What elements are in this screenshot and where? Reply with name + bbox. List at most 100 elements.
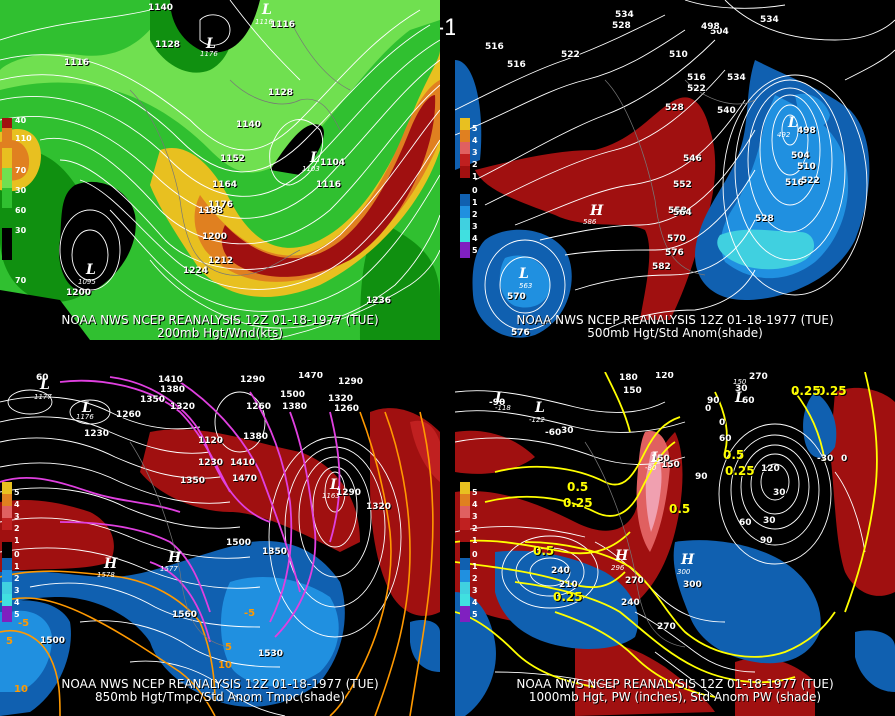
height-label: 1116 (270, 20, 296, 30)
height-label: 1116 (64, 58, 90, 68)
height-label: 1380 (243, 432, 269, 442)
height-label: 1470 (298, 372, 324, 381)
height-label: 60 (739, 518, 752, 528)
panel-200mb-footer-line1: NOAA NWS NCEP REANALYSIS 12Z 01-18-1977 … (61, 313, 379, 327)
high-value: 296 (611, 564, 625, 572)
height-label: 150 (651, 454, 670, 464)
low-symbol: L (310, 150, 320, 166)
panel-200mb: 40 110 70 30 60 30 70 1140 1116 1128 111… (0, 0, 440, 340)
high-symbol: H (615, 548, 629, 564)
height-label: 1380 (282, 402, 308, 412)
colorbar-label: 4 (472, 500, 478, 509)
height-label: 180 (619, 373, 638, 383)
height-label: 1200 (202, 232, 228, 242)
height-label: 558 (668, 206, 687, 216)
height-label: 90 (760, 536, 773, 546)
height-label: 1188 (198, 206, 224, 216)
panel-200mb-colorbar (2, 118, 12, 260)
height-label: 1260 (334, 404, 360, 414)
height-label: 1140 (236, 120, 262, 130)
panel-500mb-map (455, 0, 895, 340)
colorbar-label: 0 (472, 550, 478, 559)
colorbar-label: 2 (14, 524, 20, 533)
height-label: 552 (673, 180, 692, 190)
low-value: 1176 (76, 413, 94, 421)
height-label: 1320 (366, 502, 392, 512)
pw-label: 0.5 (567, 480, 589, 494)
colorbar-label: 5 (472, 488, 478, 497)
height-label: 516 (485, 42, 504, 52)
height-label: 1176 (208, 200, 234, 210)
height-label: -60 (545, 428, 562, 438)
colorbar-label: 70 (15, 276, 27, 285)
pw-label: 0.25 (563, 496, 593, 510)
colorbar-label: 5 (14, 610, 20, 619)
high-symbol: H (104, 556, 118, 572)
colorbar-label: 4 (472, 234, 478, 243)
height-label: 522 (687, 84, 706, 94)
low-symbol: L (262, 2, 272, 18)
panel-200mb-footer-line2: 200mb Hgt/Wnd(kts) (157, 326, 283, 340)
colorbar-label: 4 (14, 598, 20, 607)
colorbar-label: 2 (14, 574, 20, 583)
height-label: 576 (511, 328, 530, 338)
height-label: 120 (761, 464, 780, 474)
panel-500mb: 5 4 3 2 1 0 1 2 3 4 5 534 528 516 522 51… (455, 0, 895, 340)
colorbar-label: 3 (14, 586, 20, 595)
temp-label: -5 (18, 618, 30, 629)
colorbar-label: 1 (472, 172, 478, 181)
panel-1000mb: 5 4 3 2 1 0 1 2 3 4 5 180 120 -90 150 27… (455, 372, 895, 716)
height-label: 1120 (198, 436, 224, 446)
temp-label: 5 (225, 642, 232, 653)
colorbar-label: 3 (472, 512, 478, 521)
panel-200mb-map (0, 0, 440, 340)
low-value: 1163 (322, 492, 340, 500)
low-value: -122 (529, 416, 545, 424)
height-label: 504 (710, 27, 729, 37)
height-label: 498 (797, 126, 816, 136)
height-label: 1260 (116, 410, 142, 420)
height-label: 1290 (338, 377, 364, 387)
colorbar-label: 1 (472, 198, 478, 207)
low-value: 563 (519, 282, 533, 290)
height-label: 270 (657, 622, 676, 632)
low-symbol: L (735, 390, 745, 406)
height-label: 1560 (172, 610, 198, 620)
height-label: 1320 (328, 394, 354, 404)
height-label: 1500 (226, 538, 252, 548)
panel-500mb-footer-line1: NOAA NWS NCEP REANALYSIS 12Z 01-18-1977 … (516, 313, 834, 327)
high-symbol: H (681, 552, 695, 568)
height-label: 30 (735, 384, 748, 394)
height-label: 210 (559, 580, 578, 590)
colorbar-label: 0 (472, 186, 478, 195)
height-label: 540 (717, 106, 736, 116)
height-label: 570 (507, 292, 526, 302)
colorbar-label: 2 (472, 524, 478, 533)
height-label: 120 (655, 372, 674, 381)
height-label: 60 (36, 373, 49, 383)
colorbar-label: 5 (472, 124, 478, 133)
colorbar-label: 1 (14, 562, 20, 571)
colorbar-label: 2 (472, 210, 478, 219)
colorbar-label: 70 (15, 166, 27, 175)
height-label: 1350 (140, 395, 166, 405)
height-label: 150 (661, 460, 680, 470)
height-label: 1500 (280, 390, 306, 400)
height-label: 534 (727, 73, 746, 83)
temp-label: 10 (14, 684, 28, 695)
height-label: 0 (841, 454, 848, 464)
colorbar-label: 5 (14, 488, 20, 497)
colorbar-label: 0 (14, 550, 20, 559)
height-label: 516 (507, 60, 526, 70)
low-symbol: L (330, 477, 340, 493)
height-label: 1230 (84, 429, 110, 439)
colorbar-label: 110 (15, 134, 32, 143)
colorbar-label: 3 (472, 222, 478, 231)
height-label: 30 (773, 488, 786, 498)
height-label: 510 (797, 162, 816, 172)
height-label: 1164 (212, 180, 238, 190)
height-label: 30 (763, 516, 776, 526)
height-label: 504 (791, 151, 810, 161)
height-label: 1290 (336, 488, 362, 498)
height-label: 1236 (366, 296, 392, 306)
